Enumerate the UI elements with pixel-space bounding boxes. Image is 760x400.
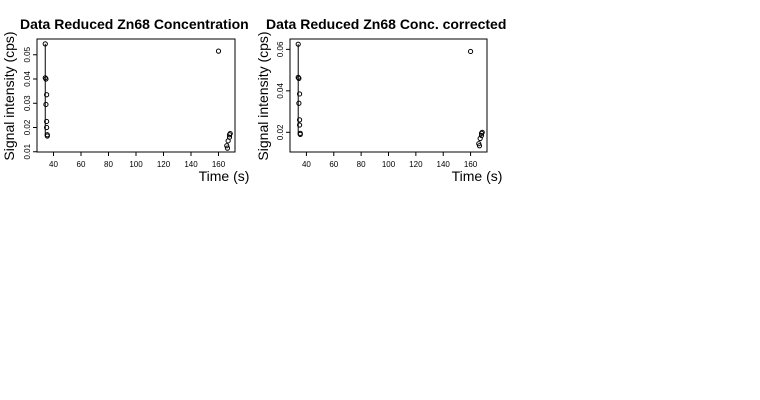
y-tick-label: 0.02 [23,119,32,135]
data-point [44,92,50,98]
y-tick-label: 0.01 [23,143,32,159]
y-tick-label: 0.04 [23,71,32,87]
plot-frame [289,38,488,153]
data-point [44,118,50,125]
plot-marks: 40 60 80 100 120 140 160 0.01 0.02 0.03 0.04 0.05 [23,41,233,169]
data-point [43,76,49,82]
x-tick-label: 120 [409,160,423,169]
plot-frame [36,38,236,153]
x-tick-label: 100 [129,160,143,169]
x-tick-label: 120 [157,160,171,169]
data-point [296,91,303,97]
data-point [296,75,302,81]
x-tick-label: 60 [77,160,86,169]
chart-title: Data Reduced Zn68 Conc. corrected [266,16,506,32]
data-point [476,143,483,149]
y-axis-label: Signal intensity (cps) [1,31,17,160]
data-point [478,132,485,139]
data-point [215,48,222,54]
data-point [224,143,230,149]
x-tick-label: 60 [329,160,338,169]
data-point [297,131,303,137]
y-tick-label: 0.02 [276,124,285,140]
x-tick-label: 140 [437,160,451,169]
x-tick-label: 160 [464,160,478,169]
data-point [224,145,231,151]
chart-title: Data Reduced Zn68 Concentration [20,16,249,32]
data-point [296,117,303,123]
x-tick-label: 160 [212,160,226,169]
y-axis-label: Signal intensity (cps) [255,31,271,160]
chart-zn68-conc-corrected: Data Reduced Zn68 Conc. corrected Signal… [255,16,506,184]
data-point [42,41,48,47]
data-point [296,100,302,106]
data-point [467,48,474,55]
x-tick-label: 40 [302,160,311,169]
data-point [43,101,49,108]
x-axis-label: Time (s) [452,168,503,184]
x-tick-label: 140 [184,160,198,169]
chart-zn68-concentration: Data Reduced Zn68 Concentration Signal i… [1,16,249,184]
y-tick-label: 0.04 [276,83,285,99]
data-point [296,122,303,128]
x-axis-label: Time (s) [199,168,250,184]
data-point [479,129,485,135]
y-tick-label: 0.06 [276,41,285,57]
y-tick-label: 0.05 [23,46,32,62]
x-tick-label: 80 [104,160,113,169]
x-tick-label: 100 [382,160,396,169]
x-tick-label: 80 [357,160,366,169]
data-point [44,133,50,139]
data-point [226,134,233,140]
x-tick-label: 40 [49,160,58,169]
plot-marks: 40 60 80 100 120 140 160 0.02 0.04 0.06 [276,41,485,169]
y-tick-label: 0.03 [23,95,32,111]
data-point [295,41,301,47]
data-point [44,124,50,131]
